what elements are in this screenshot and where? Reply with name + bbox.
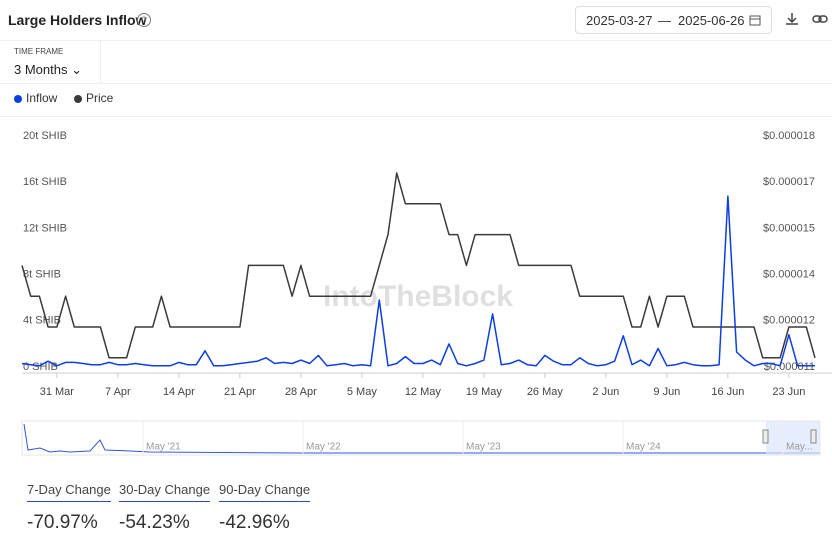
navigator-label: May '22 <box>306 442 341 453</box>
stat: 30-Day Change -54.23% <box>119 482 211 534</box>
legend-label: Inflow <box>26 91 58 105</box>
date-range[interactable]: 2025-03-27 — 2025-06-26 <box>575 6 772 34</box>
x-tick-label: 7 Apr <box>105 386 131 398</box>
navigator-label: May '23 <box>466 442 501 453</box>
y2-tick-label: $0.000018 <box>763 130 815 142</box>
x-tick-label: 26 May <box>527 386 564 398</box>
title: Large Holders Inflow <box>8 12 147 28</box>
navigator-handle <box>810 429 817 444</box>
y2-tick-label: $0.000012 <box>763 315 815 327</box>
divider <box>0 40 832 41</box>
timeframe-label: TIME FRAME <box>14 47 64 56</box>
x-tick-label: 14 Apr <box>163 386 195 398</box>
x-tick-label: 16 Jun <box>711 386 744 398</box>
series-line <box>21 195 815 367</box>
stat-label: 90-Day Change <box>219 482 311 502</box>
series-line <box>21 172 816 359</box>
y-tick-label: 0 SHIB <box>23 361 58 373</box>
download-icon[interactable] <box>785 12 799 26</box>
y2-tick-label: $0.000014 <box>763 269 815 281</box>
navigator-line <box>23 423 820 454</box>
calendar-icon <box>749 15 761 26</box>
x-tick-label: 12 May <box>405 386 442 398</box>
x-tick-label: 28 Apr <box>285 386 317 398</box>
navigator-label: May '24 <box>626 442 661 453</box>
stat: 7-Day Change -70.97% <box>27 482 111 534</box>
x-tick-label: 2 Jun <box>592 386 619 398</box>
legend-marker <box>14 95 22 103</box>
divider <box>0 116 832 117</box>
help-icon[interactable]: ? <box>137 13 151 27</box>
y-tick-label: 8t SHIB <box>23 269 61 281</box>
navigator-handle <box>762 429 769 444</box>
stat-value: -42.96% <box>219 512 290 533</box>
date-separator: — <box>658 13 671 28</box>
timeframe-select[interactable]: 3 Months ⌄ <box>14 62 82 77</box>
stat-value: -54.23% <box>119 512 190 533</box>
x-tick-label: 23 Jun <box>772 386 805 398</box>
stat-label: 7-Day Change <box>27 482 111 502</box>
navigator-frame <box>21 420 821 456</box>
y-tick-label: 12t SHIB <box>23 222 67 234</box>
navigator-label: May... <box>786 442 812 453</box>
x-tick-label: 19 May <box>466 386 503 398</box>
stat-label: 30-Day Change <box>119 482 211 502</box>
legend-marker <box>74 95 82 103</box>
stat: 90-Day Change -42.96% <box>219 482 311 534</box>
divider <box>0 83 832 84</box>
y-tick-label: 16t SHIB <box>23 176 67 188</box>
legend-label: Price <box>86 91 114 105</box>
date-from: 2025-03-27 <box>586 13 653 28</box>
y2-tick-label: $0.000015 <box>763 222 815 234</box>
timeframe-value: 3 Months <box>14 62 68 77</box>
date-to: 2025-06-26 <box>678 13 745 28</box>
x-tick-label: 21 Apr <box>224 386 256 398</box>
x-tick-label: 31 Mar <box>40 386 75 398</box>
navigator-label: May '21 <box>146 442 181 453</box>
x-tick-label: 5 May <box>347 386 377 398</box>
y-tick-label: 20t SHIB <box>23 130 67 142</box>
stat-value: -70.97% <box>27 512 98 533</box>
link-icon[interactable] <box>812 12 828 26</box>
y2-tick-label: $0.000011 <box>764 361 815 373</box>
divider <box>100 41 101 83</box>
y-tick-label: 4t SHIB <box>23 315 61 327</box>
x-tick-label: 9 Jun <box>653 386 680 398</box>
y2-tick-label: $0.000017 <box>763 176 815 188</box>
